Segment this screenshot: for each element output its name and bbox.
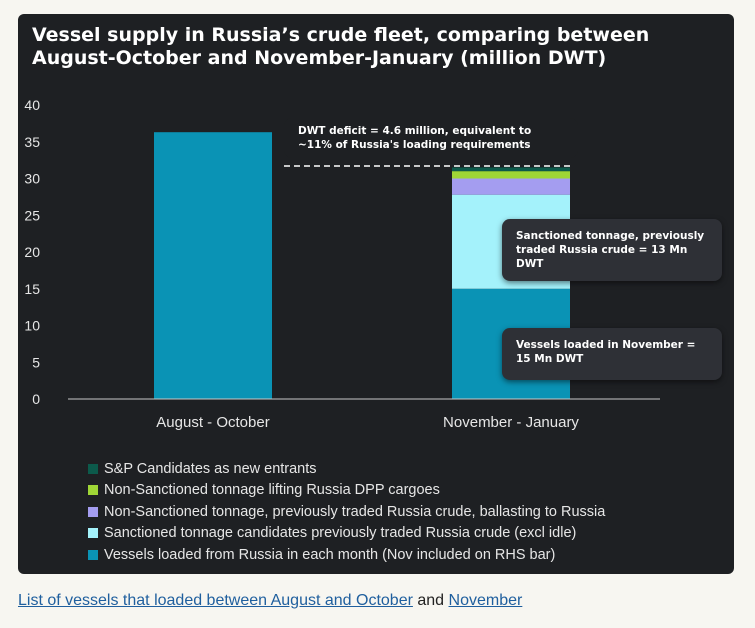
legend-label: S&P Candidates as new entrants <box>104 460 317 477</box>
annotation-deficit: DWT deficit = 4.6 million, equivalent to… <box>284 118 578 158</box>
legend-item: Non-Sanctioned tonnage, previously trade… <box>88 501 605 523</box>
legend-label: Vessels loaded from Russia in each month… <box>104 546 556 563</box>
legend-swatch <box>88 549 98 560</box>
legend-item: Vessels loaded from Russia in each month… <box>88 544 605 566</box>
legend-item: S&P Candidates as new entrants <box>88 458 605 480</box>
legend-item: Sanctioned tonnage candidates previously… <box>88 523 605 545</box>
legend-label: Sanctioned tonnage candidates previously… <box>104 525 577 542</box>
legend-label: Non-Sanctioned tonnage, previously trade… <box>104 503 606 520</box>
category-label: November - January <box>443 414 579 431</box>
bar-segment <box>452 167 570 172</box>
august-october-vessels-link[interactable]: List of vessels that loaded between Augu… <box>18 592 413 609</box>
y-tick-label: 0 <box>32 391 40 407</box>
y-tick-label: 15 <box>24 281 40 297</box>
legend-swatch <box>88 528 98 539</box>
y-tick-label: 5 <box>32 354 40 370</box>
bar-segment <box>154 132 272 399</box>
bar-segment <box>452 178 570 195</box>
caption-connector: and <box>412 592 449 609</box>
legend-swatch <box>88 506 98 517</box>
y-tick-label: 10 <box>24 318 40 334</box>
legend-swatch <box>88 463 98 474</box>
y-tick-label: 20 <box>24 244 40 260</box>
chart-legend: S&P Candidates as new entrants Non-Sancti… <box>88 458 605 566</box>
annotation-sanctioned: Sanctioned tonnage, previously traded Ru… <box>502 219 722 281</box>
y-tick-label: 35 <box>24 134 40 150</box>
caption: List of vessels that loaded between Augu… <box>18 592 522 610</box>
y-tick-label: 25 <box>24 207 40 223</box>
bar-segment <box>452 171 570 179</box>
legend-item: Non-Sanctioned tonnage lifting Russia DP… <box>88 480 605 502</box>
legend-swatch <box>88 485 98 496</box>
category-label: August - October <box>156 414 269 431</box>
november-vessels-link[interactable]: November <box>448 592 523 609</box>
chart-card: Vessel supply in Russia’s crude fleet, c… <box>18 14 734 574</box>
legend-label: Non-Sanctioned tonnage lifting Russia DP… <box>104 482 440 499</box>
y-tick-label: 30 <box>24 171 40 187</box>
chart-title: Vessel supply in Russia’s crude fleet, c… <box>32 24 650 69</box>
annotation-loaded: Vessels loaded in November = 15 Mn DWT <box>502 328 722 380</box>
y-tick-label: 40 <box>24 97 40 113</box>
